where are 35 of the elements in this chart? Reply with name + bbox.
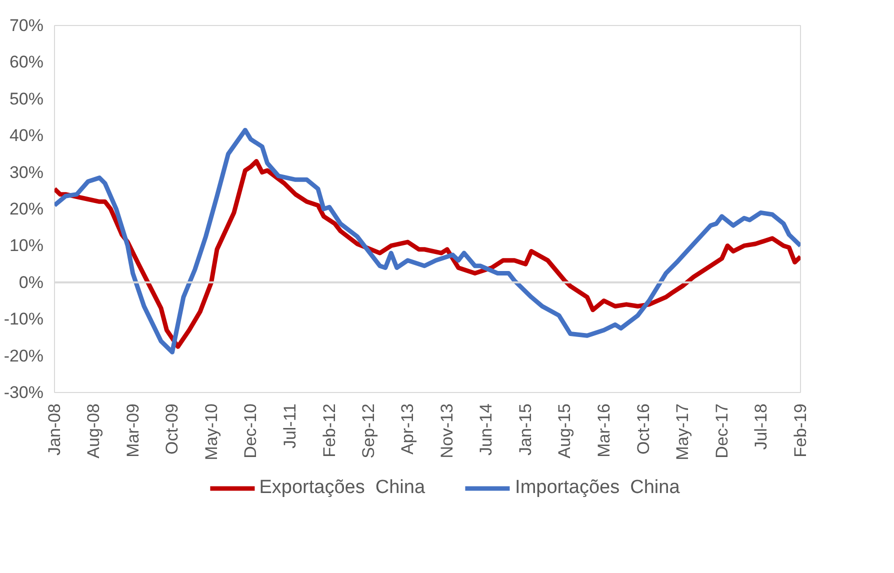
x-tick-label: Jan-08 — [45, 403, 64, 456]
y-tick-label: 50% — [9, 89, 44, 108]
x-tick-label: Feb-12 — [320, 403, 339, 458]
line-series — [54, 159, 800, 349]
x-tick-label: Sep-12 — [359, 403, 378, 458]
y-tick-label: 30% — [9, 162, 44, 182]
x-tick-label: Aug-08 — [84, 403, 104, 458]
y-tick-label: 40% — [9, 126, 44, 146]
x-tick-label: May-10 — [202, 404, 221, 460]
y-tick-label: -20% — [4, 346, 44, 366]
x-tick-label: Mar-16 — [594, 403, 614, 458]
x-tick-label: Jul-11 — [280, 403, 300, 449]
x-tick-label: Mar-09 — [123, 403, 142, 458]
x-tick-label: Jun-14 — [476, 403, 496, 456]
x-tick-label: Oct-16 — [634, 403, 653, 455]
x-tick-label: Dec-17 — [712, 403, 732, 458]
x-tick-label: Feb-19 — [791, 403, 810, 458]
y-tick-label: -30% — [4, 383, 44, 402]
x-tick-label: Dec-10 — [241, 403, 260, 458]
y-tick-label: 20% — [9, 200, 44, 218]
line-series — [54, 128, 800, 354]
y-tick-label: 70% — [9, 16, 44, 35]
x-tick-label: Nov-13 — [438, 403, 457, 458]
y-tick-label: 10% — [9, 236, 44, 256]
x-tick-label: Apr-13 — [398, 403, 418, 455]
legend-label: Importações China — [515, 477, 680, 499]
x-tick-label: Jan-15 — [516, 403, 536, 456]
y-tick-label: 60% — [9, 52, 44, 72]
x-tick-label: May-17 — [672, 404, 692, 460]
y-tick-label: 0% — [18, 272, 44, 292]
y-tick-label: -10% — [4, 310, 44, 329]
x-tick-label: Oct-09 — [162, 403, 182, 455]
x-tick-label: Aug-15 — [555, 403, 574, 458]
x-tick-label: Jul-18 — [751, 403, 770, 450]
legend-label: Exportações China — [259, 477, 426, 499]
